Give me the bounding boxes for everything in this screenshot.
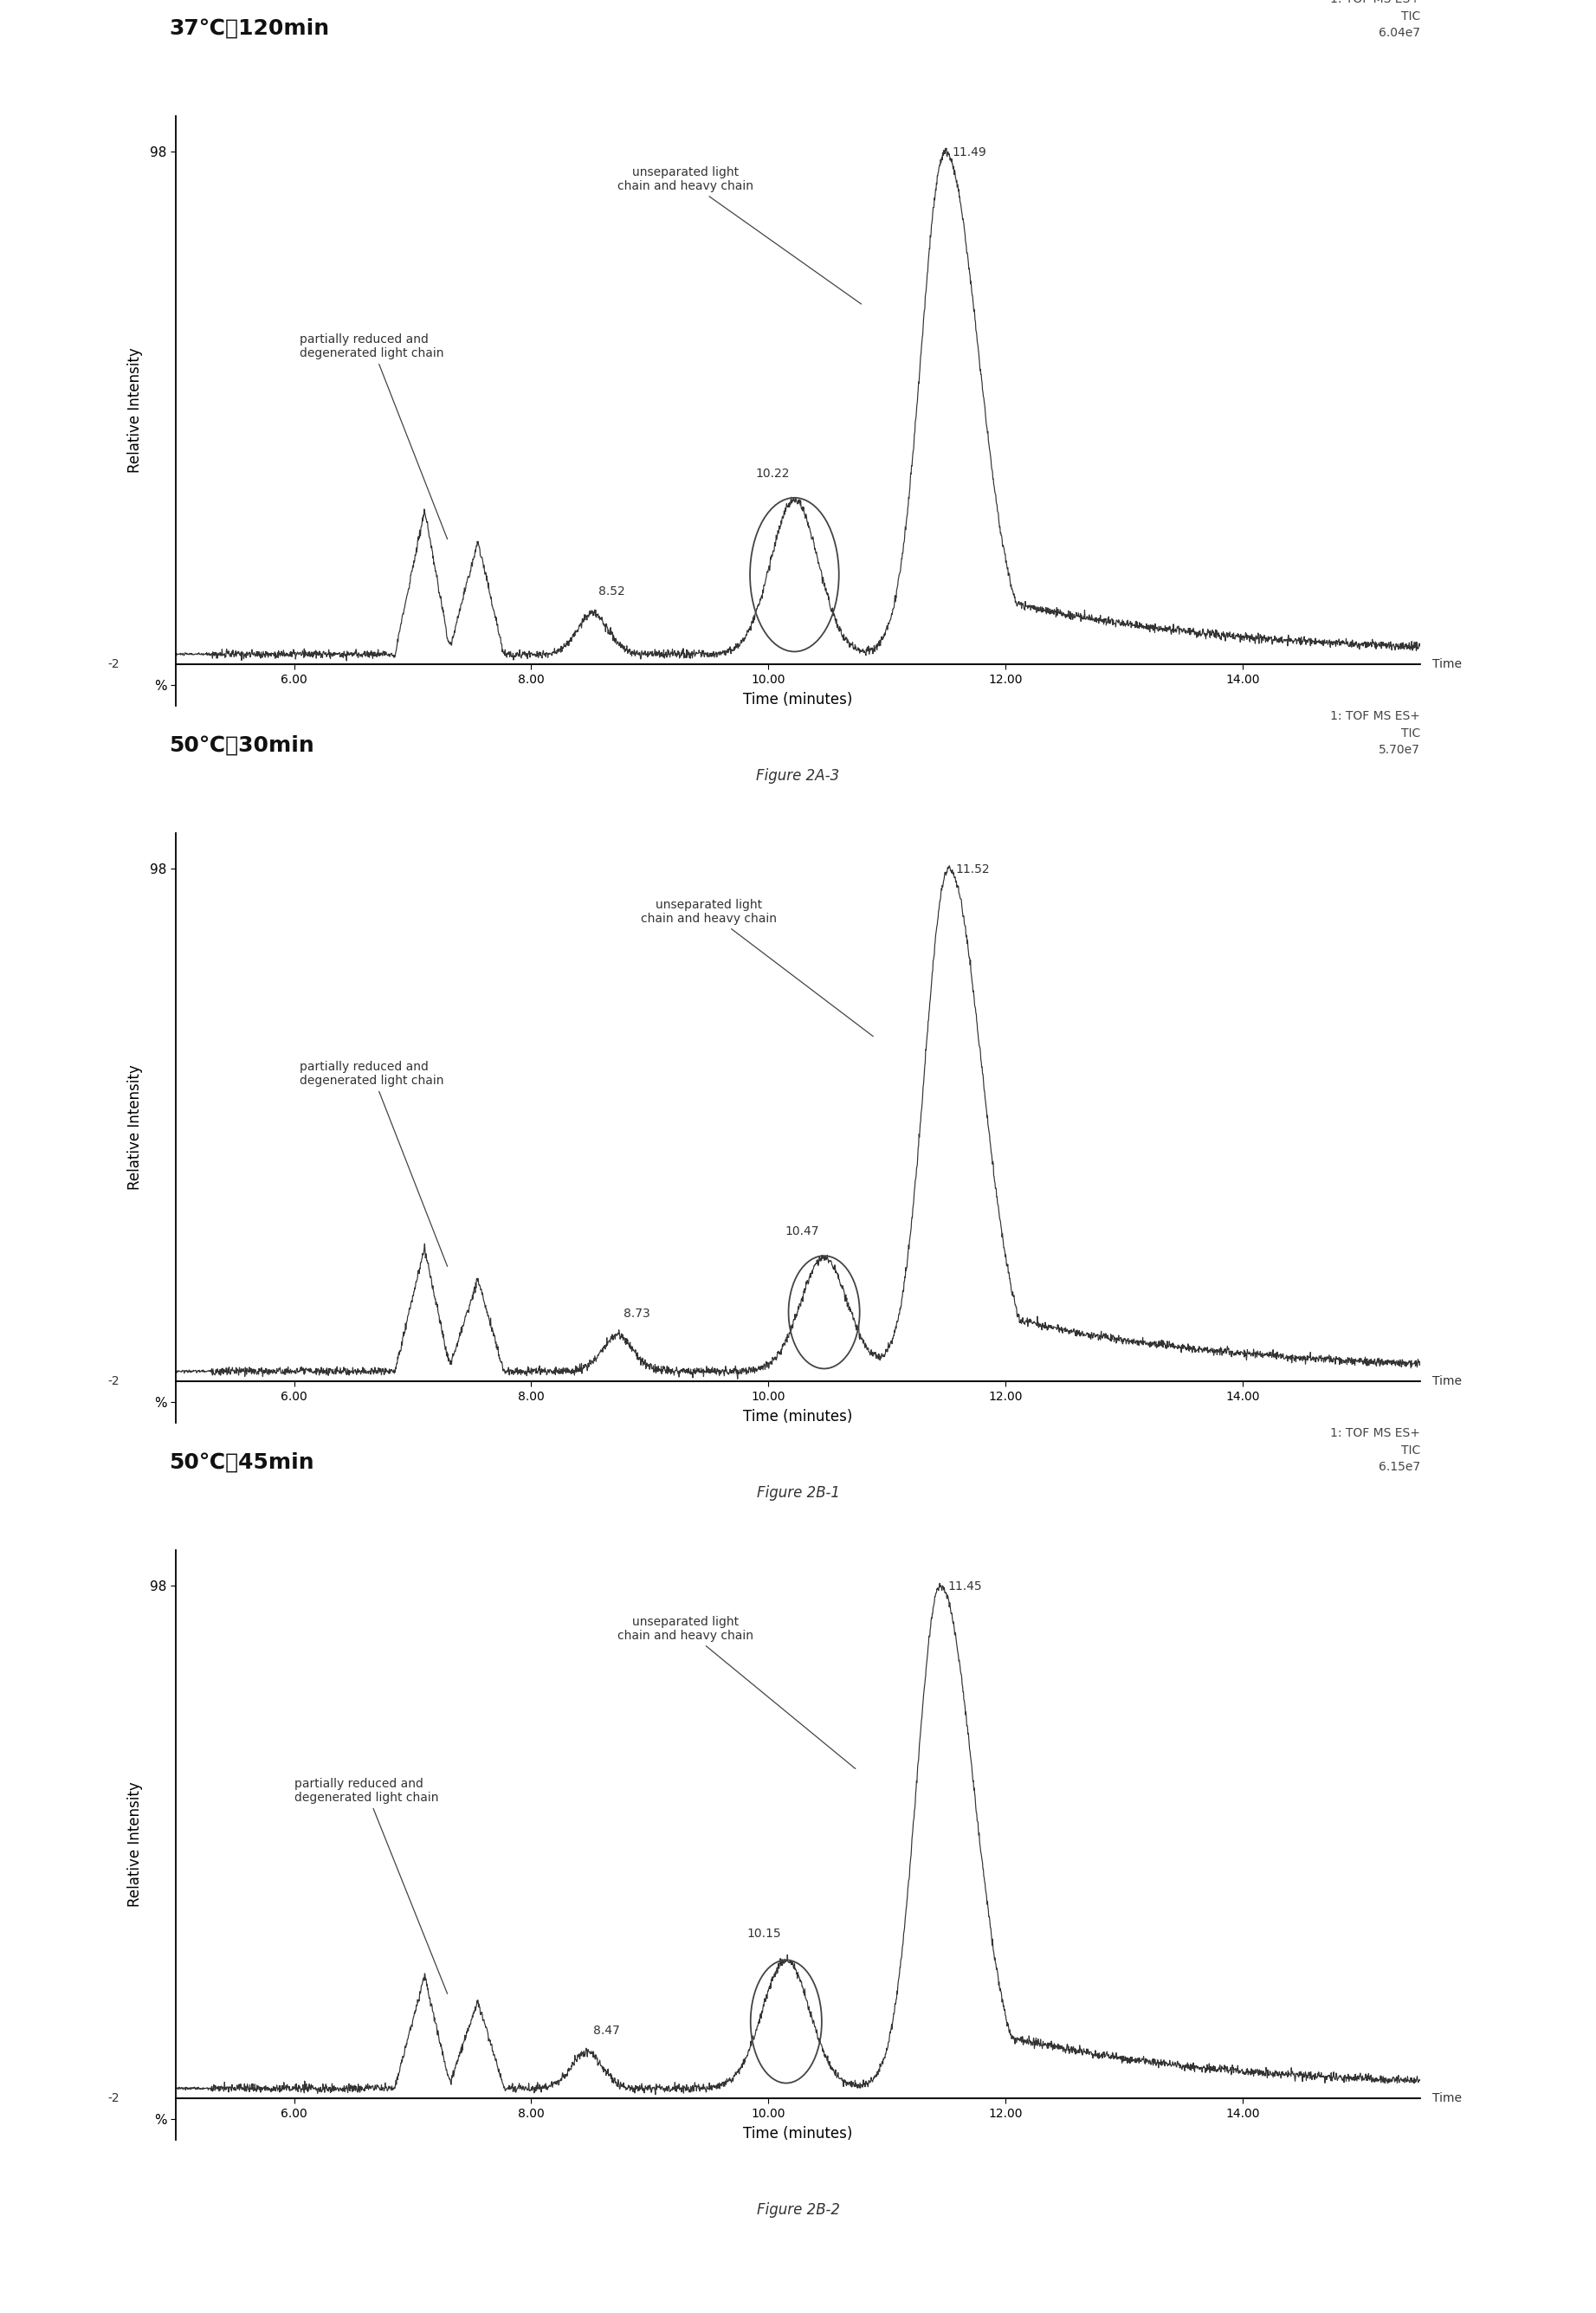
Text: partially reduced and
degenerated light chain: partially reduced and degenerated light … bbox=[294, 1779, 447, 1994]
Text: unseparated light
chain and heavy chain: unseparated light chain and heavy chain bbox=[642, 900, 873, 1036]
Text: Figure 2B-1: Figure 2B-1 bbox=[757, 1485, 839, 1501]
Text: -2: -2 bbox=[109, 659, 120, 671]
Text: 1: TOF MS ES+
TIC
6.15e7: 1: TOF MS ES+ TIC 6.15e7 bbox=[1331, 1427, 1420, 1473]
Text: 8.47: 8.47 bbox=[592, 2024, 619, 2038]
Text: 10.22: 10.22 bbox=[755, 467, 790, 479]
Text: 50℃，30min: 50℃，30min bbox=[169, 736, 314, 756]
Text: 37℃，120min: 37℃，120min bbox=[169, 19, 330, 39]
Text: unseparated light
chain and heavy chain: unseparated light chain and heavy chain bbox=[618, 1617, 855, 1769]
Text: Figure 2A-3: Figure 2A-3 bbox=[757, 768, 839, 784]
Text: -2: -2 bbox=[109, 1376, 120, 1388]
Text: 50℃，45min: 50℃，45min bbox=[169, 1453, 314, 1473]
X-axis label: Time (minutes): Time (minutes) bbox=[744, 1409, 852, 1425]
Y-axis label: Relative Intensity: Relative Intensity bbox=[128, 1064, 142, 1191]
Text: 11.45: 11.45 bbox=[948, 1580, 982, 1594]
Text: unseparated light
chain and heavy chain: unseparated light chain and heavy chain bbox=[618, 167, 862, 303]
Text: Time: Time bbox=[1432, 2093, 1462, 2105]
Y-axis label: Relative Intensity: Relative Intensity bbox=[128, 1781, 142, 1908]
Text: 1: TOF MS ES+
TIC
6.04e7: 1: TOF MS ES+ TIC 6.04e7 bbox=[1331, 0, 1420, 39]
Text: 8.52: 8.52 bbox=[598, 585, 626, 597]
Text: partially reduced and
degenerated light chain: partially reduced and degenerated light … bbox=[300, 1062, 447, 1268]
Text: 10.15: 10.15 bbox=[747, 1927, 782, 1941]
Text: -2: -2 bbox=[109, 2093, 120, 2105]
Text: Time: Time bbox=[1432, 1376, 1462, 1388]
Text: 1: TOF MS ES+
TIC
5.70e7: 1: TOF MS ES+ TIC 5.70e7 bbox=[1331, 710, 1420, 756]
Text: Time: Time bbox=[1432, 659, 1462, 671]
Y-axis label: Relative Intensity: Relative Intensity bbox=[128, 347, 142, 474]
Text: 8.73: 8.73 bbox=[624, 1307, 650, 1321]
X-axis label: Time (minutes): Time (minutes) bbox=[744, 2126, 852, 2142]
Text: Figure 2B-2: Figure 2B-2 bbox=[757, 2202, 839, 2218]
Text: 11.52: 11.52 bbox=[956, 863, 990, 877]
Text: partially reduced and
degenerated light chain: partially reduced and degenerated light … bbox=[300, 333, 447, 539]
Text: 11.49: 11.49 bbox=[953, 146, 986, 160]
Text: 10.47: 10.47 bbox=[785, 1226, 819, 1237]
X-axis label: Time (minutes): Time (minutes) bbox=[744, 692, 852, 708]
